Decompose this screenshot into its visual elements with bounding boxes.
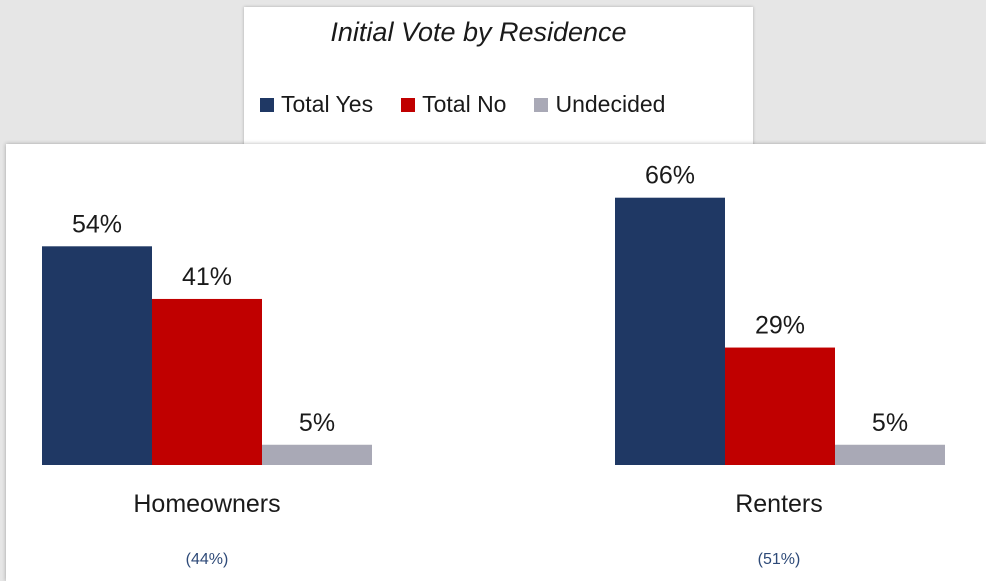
legend-swatch-total-yes — [260, 97, 274, 112]
data-label-homeowners-total-no: 41% — [182, 263, 232, 291]
bar-renters-total-no — [725, 347, 835, 465]
legend-item-total-no: Total No — [401, 91, 506, 118]
legend-swatch-undecided — [534, 97, 549, 112]
data-label-homeowners-total-yes: 54% — [72, 210, 122, 238]
legend: Total Yes Total No Undecided — [260, 91, 665, 118]
category-share-homeowners: (44%) — [186, 551, 229, 568]
category-label-homeowners: Homeowners — [133, 490, 280, 518]
bar-homeowners-undecided — [262, 444, 372, 465]
chart-card: 54% 41% 5% Homeowners (44%) 66% 29% 5% Renters (5… — [6, 144, 986, 581]
legend-label-total-no: Total No — [422, 91, 507, 117]
bar-renters-total-yes — [615, 197, 725, 465]
bar-chart: 54% 41% 5% Homeowners (44%) 66% 29% 5% Renters (5… — [42, 162, 945, 568]
category-label-renters: Renters — [735, 490, 823, 518]
chart-title: Initial Vote by Residence — [330, 17, 627, 47]
legend-item-total-yes: Total Yes — [260, 91, 373, 118]
legend-swatch-total-no — [401, 97, 416, 112]
title-card: Initial Vote by Residence Total Yes Tota… — [244, 7, 753, 147]
legend-label-total-yes: Total Yes — [281, 91, 374, 117]
data-label-renters-total-no: 29% — [755, 312, 805, 340]
bar-renters-undecided — [835, 444, 945, 465]
legend-item-undecided: Undecided — [534, 91, 665, 118]
category-share-renters: (51%) — [758, 551, 801, 568]
data-label-homeowners-undecided: 5% — [299, 409, 335, 437]
bar-homeowners-total-yes — [42, 246, 152, 465]
data-label-renters-total-yes: 66% — [645, 162, 695, 190]
data-label-renters-undecided: 5% — [872, 409, 908, 437]
bar-homeowners-total-no — [152, 298, 262, 465]
legend-label-undecided: Undecided — [555, 91, 666, 117]
